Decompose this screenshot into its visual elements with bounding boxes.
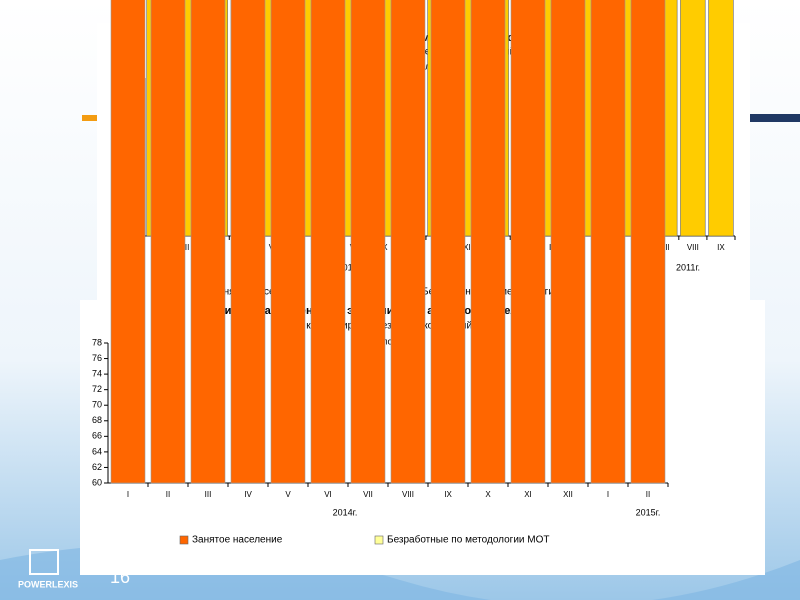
x-tick-label: I: [607, 490, 609, 499]
x-tick-label: XII: [463, 243, 473, 252]
bar-segment: [150, 0, 186, 484]
slide-number: 16: [110, 567, 130, 587]
x-tick-label: II: [646, 490, 650, 499]
y-tick-label: 76: [92, 353, 102, 363]
x-tick-label: II: [166, 490, 170, 499]
x-tick-label: VI: [324, 490, 332, 499]
year-label: 2014г.: [333, 507, 358, 517]
x-tick-label: V: [285, 490, 291, 499]
bar-segment: [310, 0, 346, 484]
y-tick-label: 78: [92, 337, 102, 347]
x-tick-label: IX: [717, 243, 725, 252]
x-tick-label: IX: [444, 490, 452, 499]
x-tick-label: XI: [524, 490, 532, 499]
bar-segment: [110, 0, 146, 484]
logo-icon: [29, 549, 59, 575]
bar-segment: [708, 0, 734, 237]
x-tick-label: III: [205, 490, 212, 499]
bar-segment: [390, 0, 426, 484]
accent-bar: [750, 114, 800, 122]
bar-segment: [470, 0, 506, 484]
year-label: 2010г.: [338, 262, 363, 272]
logo: POWERLEXIS: [18, 579, 78, 589]
y-tick-label: 74: [92, 368, 102, 378]
bar-segment: [590, 0, 626, 484]
bar-segment: [270, 0, 306, 484]
x-tick-label: I: [127, 490, 129, 499]
legend-label: Занятое население: [192, 535, 283, 546]
bar-segment: [550, 0, 586, 484]
accent-line: [82, 115, 102, 121]
x-tick-label: IV: [244, 490, 252, 499]
y-tick-label: 62: [92, 462, 102, 472]
bar-segment: [680, 0, 706, 237]
bar-segment: [350, 0, 386, 484]
x-tick-label: XII: [563, 490, 573, 499]
bar-segment: [190, 0, 226, 484]
x-tick-label: VII: [363, 490, 373, 499]
legend-swatch: [179, 535, 189, 545]
bar-segment: [430, 0, 466, 484]
x-tick-label: II: [185, 243, 189, 252]
y-tick-label: 72: [92, 384, 102, 394]
x-tick-label: X: [485, 490, 491, 499]
bar-segment: [630, 0, 666, 484]
bar-segment: [230, 0, 266, 484]
year-label: 2015г.: [636, 507, 661, 517]
legend-label: Безработные по методологии МОТ: [387, 534, 549, 546]
y-tick-label: 60: [92, 477, 102, 487]
y-tick-label: 64: [92, 446, 102, 456]
x-tick-label: VIII: [402, 490, 414, 499]
y-tick-label: 70: [92, 400, 102, 410]
y-tick-label: 68: [92, 415, 102, 425]
y-tick-label: 66: [92, 431, 102, 441]
legend-swatch: [374, 535, 384, 545]
x-tick-label: VIII: [687, 243, 699, 252]
year-label: 2011г.: [676, 262, 700, 272]
bar-segment: [510, 0, 546, 484]
